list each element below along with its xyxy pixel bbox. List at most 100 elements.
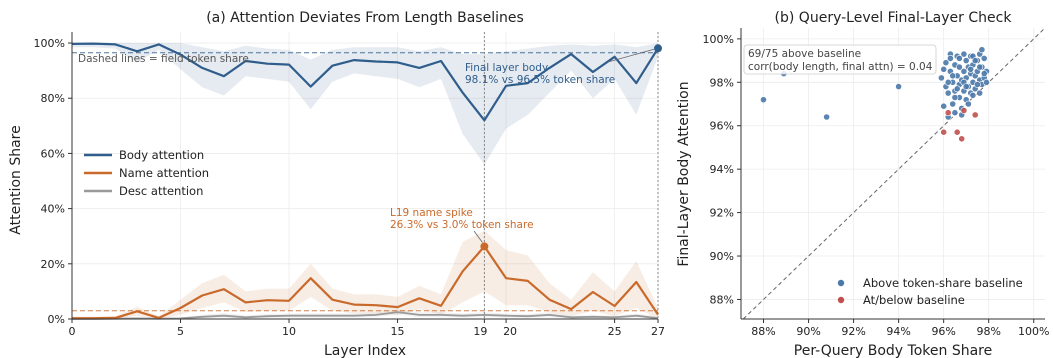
scatter-point (940, 102, 948, 110)
scatter-point (953, 85, 961, 93)
chart-b-ticks: 88% 90% 92% 94% 96% 98% 100% 88% 90% 92% 94% 96% 98%… (703, 33, 1050, 338)
series-line-1 (72, 245, 659, 320)
scatter-point (953, 128, 961, 136)
scatter-point (960, 50, 968, 58)
scatter-point (969, 91, 977, 99)
scatter-point (974, 81, 981, 88)
scatter-point (760, 96, 767, 104)
chart-b-legend: Above token-share baseline At/below basel… (837, 276, 1023, 307)
scatter-point (823, 113, 830, 121)
x-tick-label: 100% (1018, 325, 1049, 338)
y-tick-label: 92% (710, 207, 734, 220)
scatter-point (960, 68, 968, 75)
highlight-point (654, 44, 662, 53)
chart-b-y-axis-label: Final-Layer Body Attention (676, 81, 692, 266)
query-scatter-chart: (b) Query-Level Final-Layer Check 88% 90%… (676, 10, 1049, 358)
x-tick-label: 92% (841, 325, 865, 338)
chart-a-title: (a) Attention Deviates From Length Basel… (206, 10, 524, 26)
y-tick-label: 0% (48, 313, 65, 326)
x-tick-label: 94% (886, 325, 910, 338)
x-tick-label: 10 (282, 325, 296, 338)
scatter-point (951, 109, 959, 117)
scatter-point (944, 89, 952, 97)
scatter-point (960, 107, 968, 114)
annotation-final-layer-line-2: 98.1% vs 96.5% token share (465, 74, 615, 86)
scatter-point (956, 63, 963, 71)
annotation-final-layer-line-1: Final layer body (465, 62, 548, 74)
scatter-point (947, 55, 954, 62)
scatter-point (971, 111, 979, 119)
chart-a-legend: Body attention Name attention Desc attenti… (84, 148, 209, 198)
chart-b-points (760, 46, 990, 143)
chart-a-reference-lines (72, 32, 659, 319)
chart-a-axes (71, 32, 658, 320)
x-tick-label: 0 (69, 325, 76, 338)
legend-marker (837, 296, 845, 304)
scatter-point (983, 78, 990, 86)
legend-label: Above token-share baseline (863, 276, 1023, 290)
legend-label: Name attention (119, 166, 209, 180)
scatter-point (978, 46, 986, 54)
scatter-point (940, 128, 948, 136)
chart-a-y-axis-label: Attention Share (8, 125, 24, 234)
x-tick-label: 20 (503, 325, 517, 338)
legend-label: Body attention (119, 148, 204, 162)
highlight-point (480, 242, 489, 251)
x-tick-label: 90% (796, 325, 820, 338)
x-tick-label: 96% (931, 325, 955, 338)
x-tick-label: 25 (608, 325, 622, 338)
scatter-point (965, 100, 972, 108)
series-line-0 (71, 42, 659, 122)
scatter-point (958, 135, 966, 143)
y-tick-label: 90% (710, 250, 734, 263)
attention-line-chart: (a) Attention Deviates From Length Basel… (8, 10, 665, 358)
y-tick-label: 96% (710, 120, 734, 133)
legend-label: Desc attention (119, 184, 203, 198)
chart-b-title: (b) Query-Level Final-Layer Check (775, 10, 1013, 26)
chart-a-grid (71, 32, 659, 320)
band-series-1 (72, 230, 658, 319)
scatter-point (962, 57, 970, 64)
y-tick-label: 88% (710, 293, 734, 306)
x-tick-label: 98% (976, 325, 1000, 338)
annotation-arrow (473, 230, 483, 243)
annotation-dashed-note: Dashed lines = field token share (78, 53, 249, 65)
scatter-point (895, 83, 902, 90)
legend-marker (837, 279, 845, 287)
stats-line: 69/75 above baseline (748, 48, 861, 60)
scatter-point (971, 57, 979, 64)
scatter-point (940, 65, 948, 73)
scatter-point (944, 109, 952, 117)
x-tick-label: 5 (177, 325, 184, 338)
chart-b-axes (740, 28, 1045, 320)
chart-a-x-axis-label: Layer Index (324, 343, 406, 358)
y-tick-label: 98% (710, 76, 734, 89)
y-tick-label: 20% (41, 258, 65, 271)
scatter-point (980, 70, 988, 77)
scatter-point (962, 83, 970, 90)
scatter-point (949, 72, 957, 80)
scatter-point (938, 74, 945, 82)
y-tick-label: 60% (41, 147, 65, 160)
y-tick-label: 94% (710, 163, 734, 176)
y-tick-label: 80% (41, 92, 65, 105)
scatter-point (942, 59, 950, 67)
chart-b-x-axis-label: Per-Query Body Token Share (794, 343, 992, 358)
scatter-point (976, 89, 984, 97)
scatter-point (949, 100, 957, 108)
y-tick-label: 40% (41, 203, 65, 216)
scatter-point (956, 55, 963, 62)
annotation-l19-line-2: 26.3% vs 3.0% token share (390, 219, 534, 231)
stats-box-frame (743, 44, 937, 75)
legend-label: At/below baseline (863, 293, 965, 307)
x-tick-label: 15 (391, 325, 405, 338)
scatter-point (967, 65, 975, 73)
annotation-arrow (607, 48, 655, 63)
chart-a-ticks: 0% 20% 40% 60% 80% 100% 0 5 10 15 19 20 25 27 (34, 37, 665, 338)
y-tick-label: 100% (703, 33, 734, 46)
x-tick-label: 19 (473, 325, 487, 338)
stats-line: corr(body length, final attn) = 0.04 (748, 61, 933, 73)
scatter-point (944, 78, 952, 86)
